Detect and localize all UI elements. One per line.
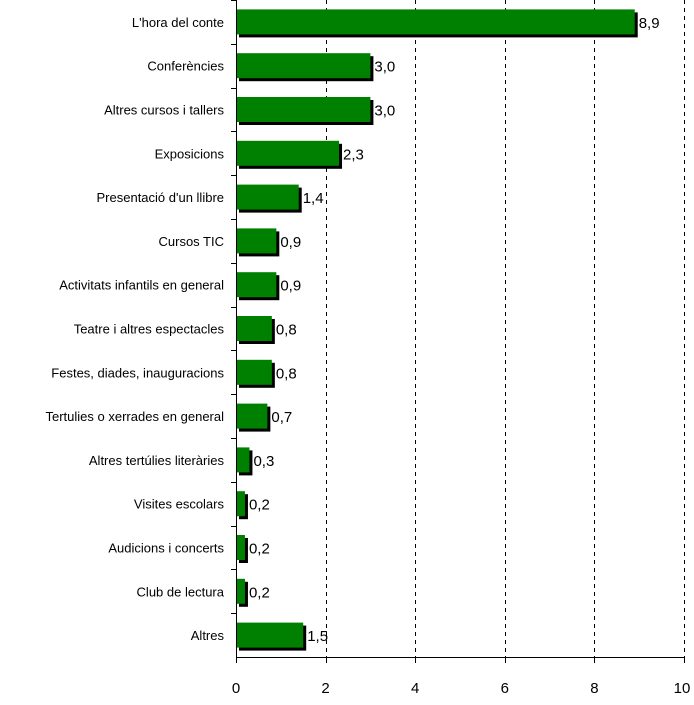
- value-label: 8,9: [639, 15, 660, 32]
- category-label: Tertulies o xerrades en general: [46, 409, 225, 424]
- bar: [236, 316, 272, 341]
- x-tick-label: 2: [321, 680, 329, 697]
- value-label: 0,8: [276, 322, 297, 339]
- value-label: 0,3: [253, 453, 274, 470]
- grid-lines: [326, 0, 685, 657]
- value-label: 0,8: [276, 365, 297, 382]
- bar: [236, 97, 371, 122]
- category-label: L'hora del conte: [132, 15, 224, 30]
- category-label: Activitats infantils en general: [59, 278, 224, 293]
- bar: [236, 9, 635, 35]
- category-label: Club de lectura: [137, 584, 225, 599]
- bar: [236, 535, 245, 560]
- value-label: 1,4: [303, 190, 324, 207]
- category-label: Cursos TIC: [159, 234, 225, 249]
- category-label: Festes, diades, inauguracions: [51, 365, 224, 380]
- bar: [236, 491, 245, 517]
- category-label: Conferències: [147, 59, 224, 74]
- bar: [236, 578, 245, 604]
- value-label: 1,5: [307, 628, 328, 645]
- x-tick-label: 4: [411, 680, 419, 697]
- x-tick-label: 10: [674, 680, 691, 697]
- bar: [236, 140, 340, 166]
- bar: [236, 272, 277, 298]
- value-label: 2,3: [343, 146, 364, 163]
- value-label: 0,2: [249, 497, 270, 514]
- category-label: Altres tertúlies literàries: [89, 453, 225, 468]
- value-label: 0,7: [271, 409, 292, 426]
- value-label: 3,0: [374, 103, 395, 120]
- axes: [231, 0, 685, 663]
- category-label: Exposicions: [155, 146, 225, 161]
- bar: [236, 359, 272, 385]
- bar: [236, 228, 277, 254]
- value-label: 0,9: [280, 234, 301, 251]
- bar: [236, 53, 371, 79]
- category-label: Presentació d'un llibre: [97, 190, 225, 205]
- category-label: Visites escolars: [134, 497, 225, 512]
- bar: [236, 403, 268, 429]
- bar: [236, 447, 250, 473]
- value-label: 0,9: [280, 278, 301, 295]
- bar: [236, 622, 304, 648]
- x-tick-label: 6: [501, 680, 509, 697]
- category-label: Audicions i concerts: [108, 541, 224, 556]
- bars: [236, 9, 638, 651]
- value-label: 0,2: [249, 541, 270, 558]
- category-label: Teatre i altres espectacles: [74, 322, 225, 337]
- category-label: Altres: [191, 628, 225, 643]
- x-tick-label: 8: [590, 680, 598, 697]
- bar: [236, 184, 299, 210]
- x-tick-label: 0: [232, 680, 240, 697]
- category-label: Altres cursos i tallers: [104, 103, 224, 118]
- labels: L'hora del conte 8,9 Conferències 3,0 Altres…: [46, 15, 691, 697]
- value-label: 3,0: [374, 59, 395, 76]
- value-label: 0,2: [249, 584, 270, 601]
